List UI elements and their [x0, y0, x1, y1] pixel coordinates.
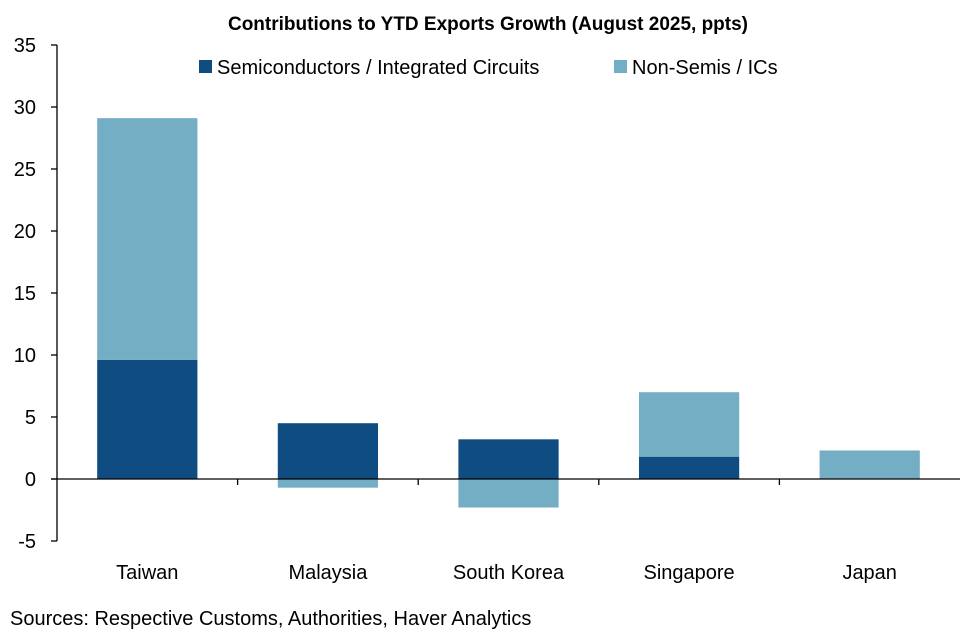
bar-singapore-series-1 — [638, 392, 740, 457]
y-axis: -5 0 5 10 15 20 25 30 35 — [14, 35, 58, 553]
x-tick-label: Japan — [842, 562, 897, 584]
bars — [97, 118, 920, 508]
legend-swatch — [614, 60, 627, 73]
y-tick-label: 5 — [25, 407, 36, 429]
legend-item: Non-Semis / ICs — [614, 57, 778, 79]
bar-taiwan-series-1 — [97, 118, 198, 360]
bar-singapore-series-0 — [638, 456, 740, 479]
y-tick-label: 20 — [14, 221, 36, 243]
bar-malaysia-series-0 — [277, 423, 379, 479]
bar-south-korea-series-1 — [458, 479, 559, 508]
x-axis: Taiwan Malaysia South Korea Singapore Japan — [51, 478, 960, 584]
bar-south-korea-series-0 — [458, 439, 559, 479]
legend-label: Non-Semis / ICs — [632, 57, 778, 79]
y-tick-label: -5 — [18, 531, 36, 553]
y-tick-label: 35 — [14, 35, 36, 57]
chart-title: Contributions to YTD Exports Growth (Aug… — [228, 14, 748, 35]
legend: Semiconductors / Integrated Circuits Non-… — [199, 57, 778, 79]
x-tick-label: South Korea — [453, 562, 565, 584]
y-tick-label: 0 — [25, 469, 36, 491]
x-tick-label: Malaysia — [288, 562, 368, 584]
legend-swatch — [199, 60, 212, 73]
x-tick-label: Taiwan — [116, 562, 178, 584]
legend-item: Semiconductors / Integrated Circuits — [199, 57, 539, 79]
y-tick-label: 10 — [14, 345, 36, 367]
source-note: Sources: Respective Customs, Authorities… — [10, 608, 531, 630]
legend-label: Semiconductors / Integrated Circuits — [217, 57, 539, 79]
bar-taiwan-series-0 — [97, 359, 198, 479]
y-tick-label: 30 — [14, 97, 36, 119]
bar-malaysia-series-1 — [277, 479, 379, 488]
y-tick-label: 25 — [14, 159, 36, 181]
x-tick-label: Singapore — [644, 562, 735, 584]
y-tick-label: 15 — [14, 283, 36, 305]
bar-japan-series-1 — [819, 450, 920, 479]
